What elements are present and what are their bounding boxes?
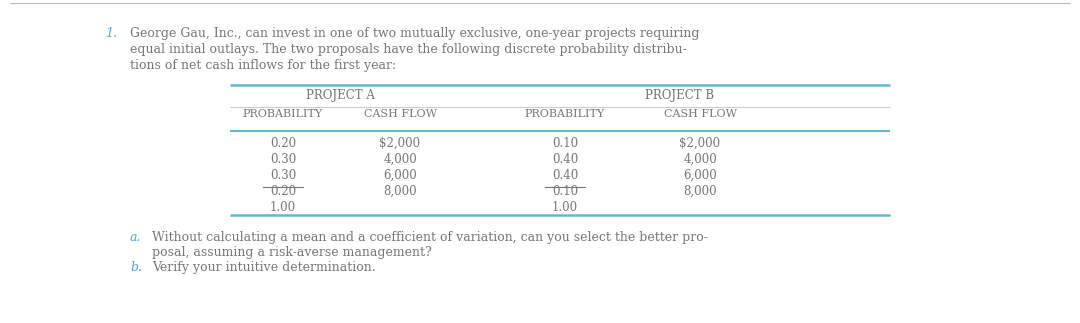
Text: Verify your intuitive determination.: Verify your intuitive determination. (152, 261, 376, 274)
Text: 0.20: 0.20 (270, 137, 296, 150)
Text: 0.20: 0.20 (270, 185, 296, 198)
Text: a.: a. (130, 231, 141, 244)
Text: 4,000: 4,000 (684, 153, 717, 166)
Text: 0.30: 0.30 (270, 169, 296, 182)
Text: PROBABILITY: PROBABILITY (525, 109, 605, 119)
Text: $2,000: $2,000 (379, 137, 420, 150)
Text: 0.10: 0.10 (552, 137, 578, 150)
Text: PROBABILITY: PROBABILITY (243, 109, 323, 119)
Text: CASH FLOW: CASH FLOW (663, 109, 737, 119)
Text: Without calculating a mean and a coefficient of variation, can you select the be: Without calculating a mean and a coeffic… (152, 231, 707, 244)
Text: 0.40: 0.40 (552, 153, 578, 166)
Text: 1.00: 1.00 (270, 201, 296, 214)
Text: b.: b. (130, 261, 141, 274)
Text: 8,000: 8,000 (684, 185, 717, 198)
Text: 0.10: 0.10 (552, 185, 578, 198)
Text: 4,000: 4,000 (383, 153, 417, 166)
Text: PROJECT B: PROJECT B (646, 89, 715, 102)
Text: posal, assuming a risk-averse management?: posal, assuming a risk-averse management… (152, 246, 432, 259)
Text: 0.40: 0.40 (552, 169, 578, 182)
Text: $2,000: $2,000 (679, 137, 720, 150)
Text: equal initial outlays. The two proposals have the following discrete probability: equal initial outlays. The two proposals… (130, 43, 687, 56)
Text: 1.00: 1.00 (552, 201, 578, 214)
Text: 6,000: 6,000 (684, 169, 717, 182)
Text: 8,000: 8,000 (383, 185, 417, 198)
Text: 6,000: 6,000 (383, 169, 417, 182)
Text: George Gau, Inc., can invest in one of two mutually exclusive, one-year projects: George Gau, Inc., can invest in one of t… (130, 27, 700, 40)
Text: 1.: 1. (105, 27, 117, 40)
Text: PROJECT A: PROJECT A (306, 89, 375, 102)
Text: CASH FLOW: CASH FLOW (364, 109, 436, 119)
Text: tions of net cash inflows for the first year:: tions of net cash inflows for the first … (130, 59, 396, 72)
Text: 0.30: 0.30 (270, 153, 296, 166)
